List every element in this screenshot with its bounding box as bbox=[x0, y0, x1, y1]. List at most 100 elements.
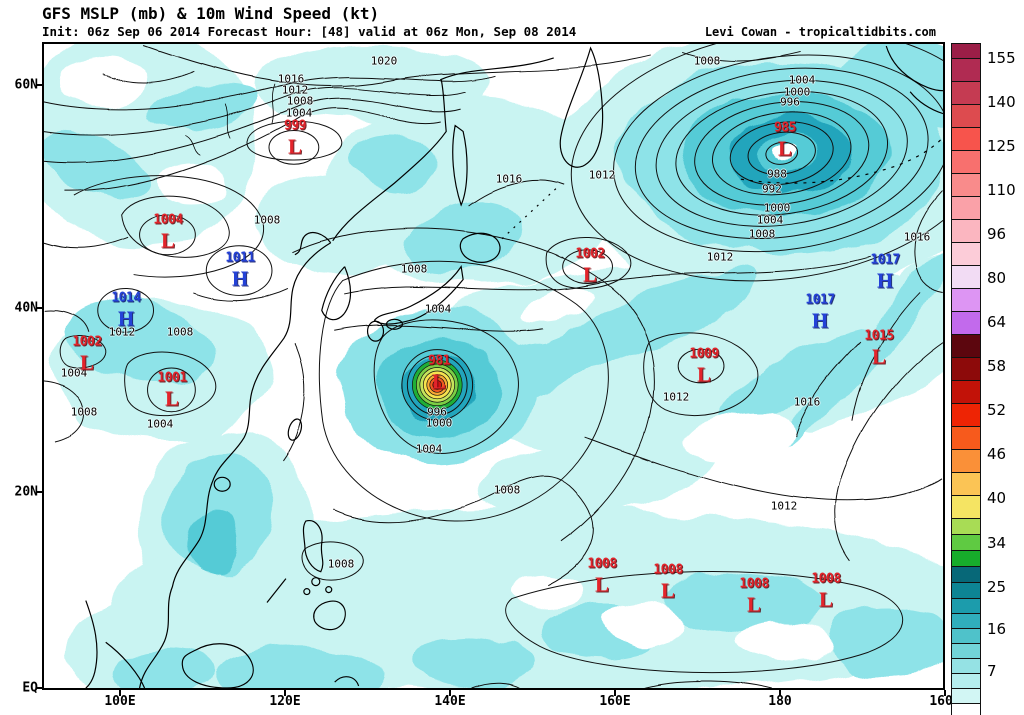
colorbar-cell bbox=[951, 703, 981, 715]
wind-shading-layer bbox=[44, 44, 943, 688]
contour-label: 1000 bbox=[783, 85, 811, 99]
lat-tick-label: 20N bbox=[14, 484, 38, 500]
contour-label: 1012 bbox=[108, 325, 136, 339]
pressure-value: 985 bbox=[774, 120, 796, 136]
pressure-letter: H bbox=[231, 266, 249, 291]
colorbar-cell bbox=[951, 104, 981, 128]
pressure-letter: L bbox=[160, 228, 175, 253]
colorbar-cell bbox=[951, 288, 981, 312]
pressure-letter: H bbox=[876, 268, 894, 293]
colorbar-cell bbox=[951, 311, 981, 335]
pressure-value: 1017 bbox=[805, 292, 835, 308]
lat-tick-mark bbox=[36, 84, 42, 86]
lon-tick-label: 180 bbox=[768, 694, 792, 709]
pressure-letter: L bbox=[871, 344, 886, 369]
contour-label: 1004 bbox=[424, 302, 452, 316]
colorbar-cell bbox=[951, 43, 981, 59]
pressure-center-low: 1008 L bbox=[811, 572, 841, 613]
pressure-letter: L bbox=[594, 572, 609, 597]
lon-tick-label: 160E bbox=[599, 694, 631, 709]
map-panel: 1020 1016 1012 1008 1004 1008 1012 1008 1004 1008… bbox=[42, 42, 945, 690]
colorbar-cell bbox=[951, 518, 981, 535]
pressure-letter: L bbox=[777, 136, 793, 161]
pressure-letter: L bbox=[164, 386, 179, 411]
pressure-letter: L bbox=[287, 134, 303, 159]
colorbar-cell bbox=[951, 196, 981, 220]
pressure-center-high: 1017 H bbox=[805, 292, 835, 334]
pressure-letter: L bbox=[79, 350, 94, 375]
colorbar-cell bbox=[951, 380, 981, 404]
lat-tick-label: 60N bbox=[14, 77, 38, 93]
colorbar-tick-label: 16 bbox=[987, 620, 1007, 638]
contour-label: 1008 bbox=[493, 483, 521, 497]
pressure-value: 1009 bbox=[689, 346, 719, 362]
init-valid-subtitle: Init: 06z Sep 06 2014 Forecast Hour: [48… bbox=[42, 24, 577, 39]
pressure-value: 1008 bbox=[587, 556, 617, 572]
colorbar-tick-label: 40 bbox=[987, 489, 1007, 507]
colorbar-tick-label: 155 bbox=[987, 49, 1016, 67]
pressure-value: 1017 bbox=[870, 252, 900, 268]
pressure-letter: L bbox=[582, 262, 597, 287]
pressure-value: 1002 bbox=[575, 246, 605, 262]
contour-label: 1008 bbox=[166, 325, 194, 339]
pressure-center-low: 1008 L bbox=[587, 556, 617, 598]
contour-label: 1008 bbox=[286, 94, 314, 108]
lon-tick-mark bbox=[284, 690, 286, 696]
colorbar-cell bbox=[951, 550, 981, 567]
pressure-value: 1002 bbox=[72, 334, 102, 350]
colorbar-tick-label: 96 bbox=[987, 225, 1007, 243]
colorbar-cell bbox=[951, 334, 981, 358]
pressure-value: 1008 bbox=[739, 576, 769, 592]
lat-tick-label: 40N bbox=[14, 300, 38, 316]
colorbar-cell bbox=[951, 582, 981, 599]
contour-label: 1012 bbox=[706, 250, 734, 264]
pressure-center-high: 1014 H bbox=[111, 290, 141, 332]
colorbar-cell bbox=[951, 219, 981, 243]
pressure-center-high: 1017 H bbox=[870, 252, 900, 294]
contour-label: 1004 bbox=[415, 442, 443, 456]
pressure-value: 1014 bbox=[111, 290, 141, 306]
pressure-center-low: 1009 L bbox=[689, 346, 719, 388]
lon-tick-mark bbox=[119, 690, 121, 696]
colorbar-cell bbox=[951, 613, 981, 629]
pressure-center-low: 1004 L bbox=[153, 213, 183, 254]
pressure-letter: L bbox=[746, 592, 761, 617]
contour-label: 1008 bbox=[327, 557, 355, 571]
contour-label: 1008 bbox=[70, 405, 98, 419]
lat-tick-mark bbox=[36, 307, 42, 309]
colorbar-tick-label: 80 bbox=[987, 269, 1007, 287]
contour-label: 996 bbox=[780, 95, 800, 109]
pressure-center-low: 1008 L bbox=[739, 576, 769, 618]
colorbar-cell bbox=[951, 495, 981, 519]
colorbar-tick-label: 34 bbox=[987, 534, 1007, 552]
lon-tick-mark bbox=[449, 690, 451, 696]
pressure-value: 981 bbox=[428, 353, 450, 369]
contour-label: 996 bbox=[427, 405, 447, 419]
colorbar-cell bbox=[951, 127, 981, 151]
lon-tick-label: 100E bbox=[104, 694, 136, 709]
weather-map-canvas bbox=[44, 44, 943, 688]
colorbar-tick-label: 25 bbox=[987, 578, 1007, 596]
map-clip: 1020 1016 1012 1008 1004 1008 1012 1008 1004 1008… bbox=[44, 44, 943, 688]
contour-label: 1016 bbox=[903, 230, 931, 244]
colorbar-cell bbox=[951, 150, 981, 174]
contour-label: 1008 bbox=[693, 54, 721, 68]
colorbar-cell bbox=[951, 58, 981, 82]
pressure-center-low: 1002 L bbox=[575, 246, 605, 288]
contour-label: 1012 bbox=[281, 83, 309, 97]
lon-tick-mark bbox=[944, 690, 946, 696]
colorbar-cell bbox=[951, 81, 981, 105]
contour-label: 1004 bbox=[788, 73, 816, 87]
contour-label: 1008 bbox=[253, 213, 281, 227]
contour-label: 1012 bbox=[588, 168, 616, 182]
colorbar-cell bbox=[951, 598, 981, 614]
pressure-letter: L bbox=[431, 369, 447, 394]
colorbar-tick-label: 125 bbox=[987, 137, 1016, 155]
contour-label: 992 bbox=[762, 182, 782, 196]
contour-label: 1020 bbox=[370, 54, 398, 68]
pressure-letter: L bbox=[696, 362, 711, 387]
contour-label: 1000 bbox=[425, 416, 453, 430]
contour-label: 1016 bbox=[277, 72, 305, 86]
lon-tick-label: 140E bbox=[434, 694, 466, 709]
